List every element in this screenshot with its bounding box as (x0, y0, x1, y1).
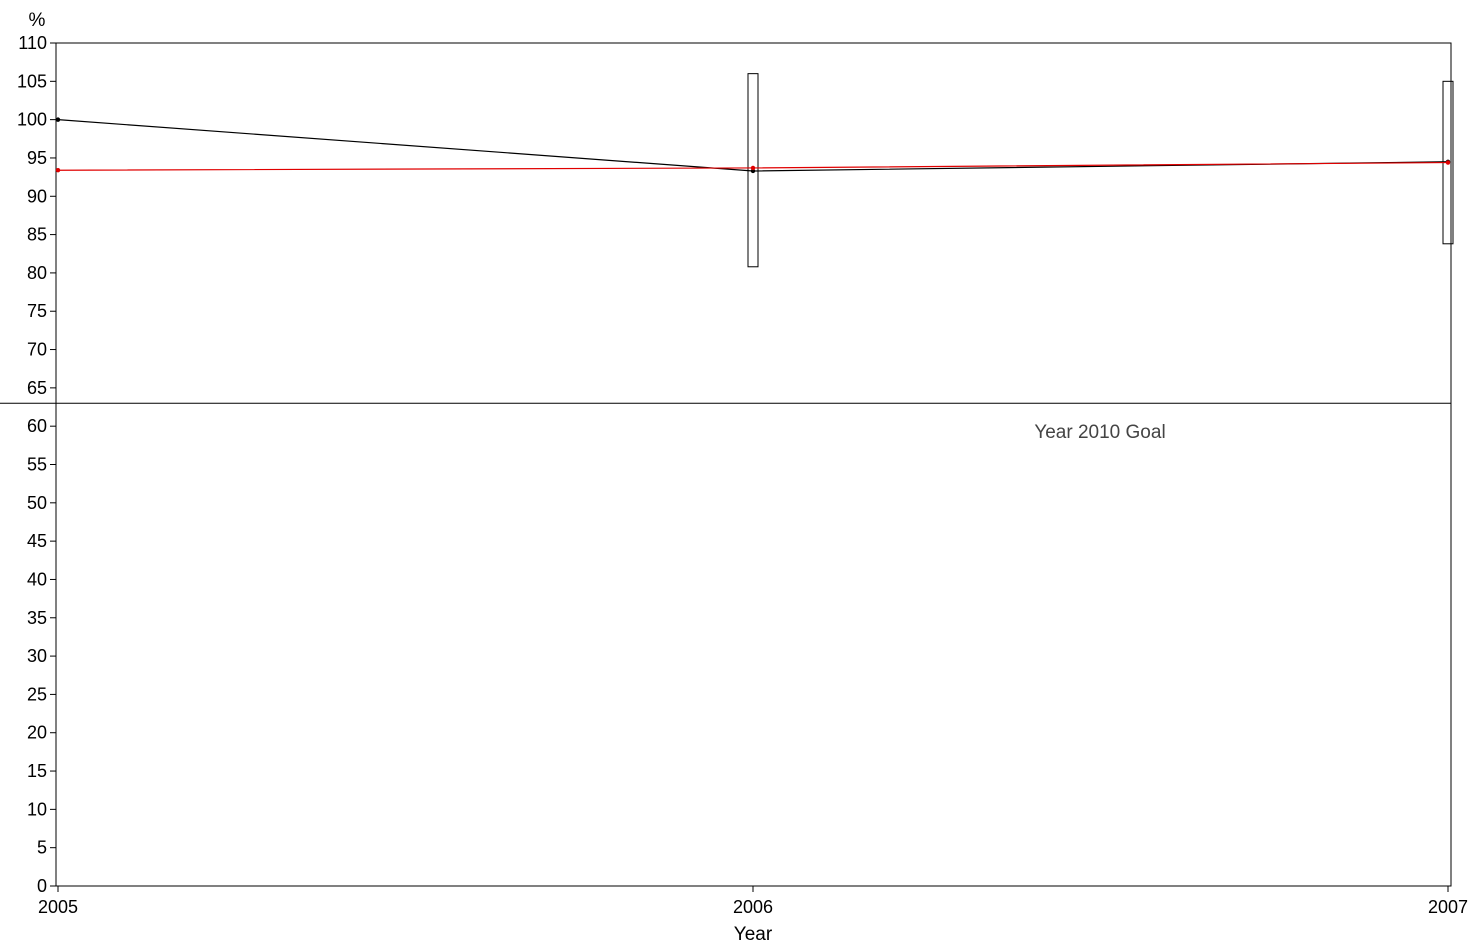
y-tick-label: 50 (27, 493, 47, 513)
x-tick-label: 2007 (1428, 897, 1468, 917)
series-point-1 (55, 117, 61, 122)
y-tick-label: 20 (27, 723, 47, 743)
series-point-2 (1445, 160, 1451, 165)
y-tick-label: 25 (27, 684, 47, 704)
reference-layer: Year 2010 Goal (0, 402, 1451, 443)
y-tick-label: 65 (27, 378, 47, 398)
y-tick-label: 55 (27, 455, 47, 475)
y-tick-label: 45 (27, 531, 47, 551)
y-tick-label: 95 (27, 148, 47, 168)
x-axis-title: Year (734, 924, 773, 945)
y-tick-label: 5 (37, 838, 47, 858)
y-tick-label: 75 (27, 301, 47, 321)
y-tick-label: 40 (27, 569, 47, 589)
series-point-2 (55, 168, 61, 173)
y-tick-label: 70 (27, 340, 47, 360)
y-tick-label: 15 (27, 761, 47, 781)
y-tick-label: 110 (18, 33, 47, 53)
y-tick-label: 0 (37, 876, 47, 896)
y-tick-label: 100 (17, 110, 47, 130)
y-tick-label: 90 (27, 186, 47, 206)
series-line-1 (57, 119, 1449, 172)
y-tick-label: 30 (27, 646, 47, 666)
y-tick-label: 60 (27, 416, 47, 436)
y-tick-label: 80 (27, 263, 47, 283)
series-point-1 (750, 168, 756, 174)
series-layer (55, 117, 1451, 174)
y-tick-label: 105 (17, 71, 47, 91)
x-tick-label: 2006 (733, 897, 773, 917)
x-axis: 2005 2006 2007 (38, 886, 1468, 917)
y-tick-label: 10 (27, 799, 47, 819)
x-tick-label: 2005 (38, 897, 78, 917)
series-point-2 (750, 165, 756, 171)
y-tick-label: 35 (27, 608, 47, 628)
goal-label: Year 2010 Goal (1034, 422, 1165, 443)
y-axis: 0 5 10 15 20 25 30 35 40 45 50 55 60 65 70 75 80 85 90 95 10… (17, 33, 56, 896)
y-axis-title: % (29, 10, 46, 31)
y-tick-label: 85 (27, 225, 47, 245)
